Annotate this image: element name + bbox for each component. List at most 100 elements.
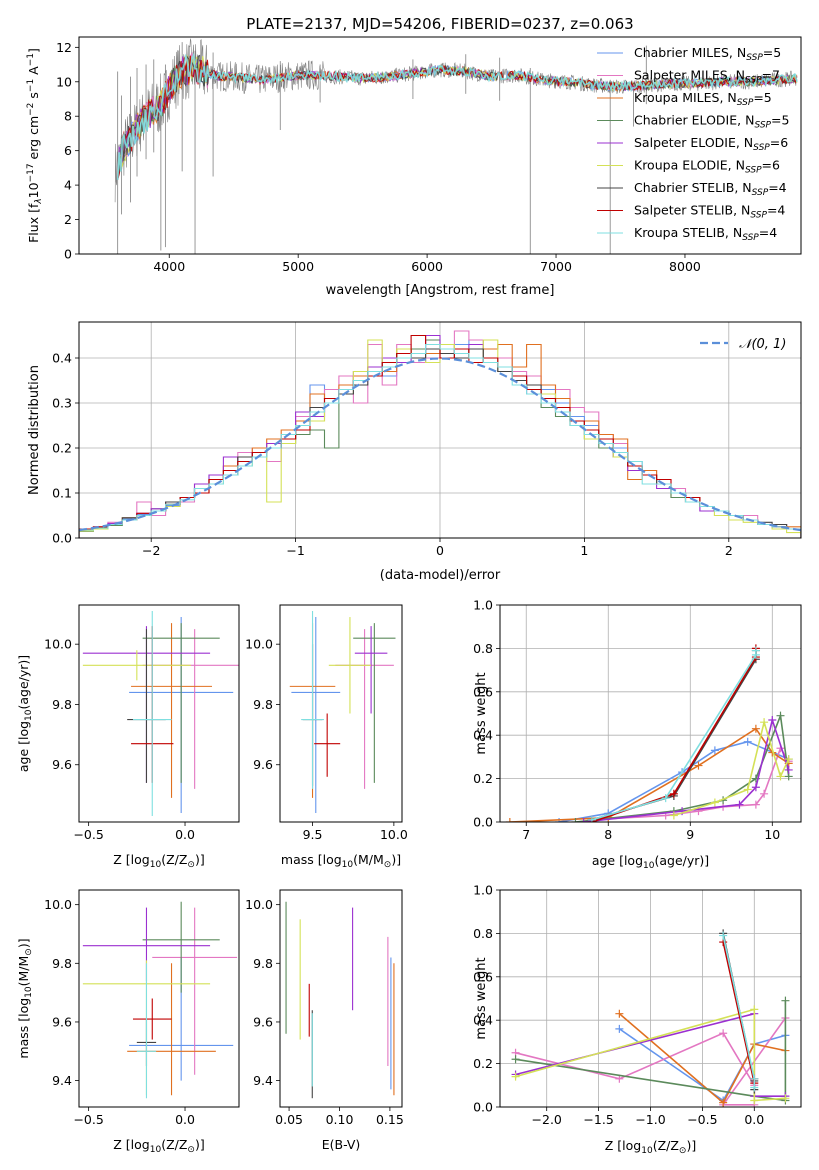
mass-weight-point	[750, 1074, 759, 1083]
y-axis-label: Flux [fλ​10−17​ erg cm−2​ s−1​ A−1​]	[26, 48, 44, 243]
legend-entry: 𝒩(0, 1)	[739, 337, 786, 352]
mass-weight-point	[751, 800, 760, 809]
figure-title: PLATE=2137, MJD=54206, FIBERID=0237, z=0…	[246, 15, 633, 33]
label-part: (age/yr)]	[16, 655, 31, 710]
label-part: =4	[759, 225, 777, 240]
y-tick-label: 9.4	[253, 1073, 273, 1088]
mass-vs-EBV-panel: 0.05 0.10 0.15 9.4 9.6 9.8 10.0 E(B-V)	[245, 889, 404, 1152]
y-tick-label: 9.8	[253, 956, 273, 971]
legend-entry: Chabrier STELIB, NSSP​=4	[634, 180, 787, 198]
legend-entry: Salpeter STELIB, NSSP​=4	[634, 203, 785, 221]
normal-distribution-curve	[79, 357, 801, 532]
label-part: Z [log	[113, 852, 149, 867]
y-tick-label: 0.6	[473, 684, 493, 699]
x-axis-label: Z [log10​(Z/Z⊙​)]	[113, 852, 204, 870]
mass-weight-point	[751, 724, 760, 733]
mass-weight-point	[505, 818, 514, 822]
y-axis-label: age [log10​(age/yr)]	[16, 655, 34, 772]
mass-weight-point	[743, 737, 752, 746]
mass-weight-point	[751, 783, 760, 792]
label-part: )]	[195, 1137, 205, 1152]
x-tick-label: 0.0	[744, 1112, 764, 1127]
label-part: )]	[195, 852, 205, 867]
y-tick-label: 0.2	[52, 441, 72, 456]
mass-weight-point	[710, 798, 719, 807]
label-part: wavelength [Angstrom, rest frame]	[326, 283, 555, 298]
errorbar-area	[285, 901, 395, 1099]
mass-weight-point	[760, 718, 769, 727]
x-tick-label: −2.0	[532, 1112, 562, 1127]
label-part: Chabrier MILES, N	[634, 45, 746, 60]
y-tick-label: 0.4	[473, 1013, 493, 1028]
y-tick-label: 10.0	[44, 897, 72, 912]
errorbar-area	[82, 611, 239, 816]
label-part: SSP	[745, 166, 762, 176]
y-axis-label: mass weight	[474, 672, 489, 754]
mass-weight-point	[750, 1083, 759, 1092]
x-tick-label: 10	[764, 827, 780, 842]
mass-weight-point	[784, 755, 793, 764]
x-axis-label: E(B-V)	[322, 1137, 361, 1152]
label-part: SSP	[750, 211, 767, 221]
mass-weight-point	[750, 1005, 759, 1014]
x-tick-label: 5000	[282, 259, 314, 274]
mass-weight-point	[750, 1096, 759, 1105]
axes-frame	[499, 604, 802, 823]
label-part: )]	[391, 852, 401, 867]
mass-weight-line	[618, 1013, 786, 1104]
label-part: SSP	[737, 98, 754, 108]
legend-entry: Kroupa MILES, NSSP​=5	[634, 90, 772, 108]
axes-frame	[279, 889, 403, 1108]
y-tick-label: 9.6	[253, 757, 273, 772]
mass-weight-point	[735, 800, 744, 809]
x-tick-label: 0.0	[175, 1112, 195, 1127]
y-tick-label: 8	[64, 109, 72, 124]
y-tick-label: 0.4	[52, 351, 72, 366]
label-part: age [log	[16, 721, 31, 772]
label-part: Salpeter ELODIE, N	[634, 135, 753, 150]
y-axis-label: Normed distribution	[27, 365, 42, 495]
label-part: ]	[26, 48, 41, 53]
axes-frame	[78, 36, 802, 255]
label-part: A	[26, 66, 41, 79]
x-tick-label: 9.5	[303, 827, 323, 842]
mass-weight-point	[579, 818, 588, 822]
errorbar-area	[82, 901, 238, 1099]
axes-frame	[499, 889, 802, 1108]
axes-frame	[78, 889, 240, 1108]
errorbar-area	[289, 611, 396, 813]
x-axis-label: (data-model)/error	[380, 568, 501, 583]
x-tick-label: 0.10	[326, 1112, 354, 1127]
y-tick-label: 0.3	[52, 396, 72, 411]
x-tick-label: −1	[286, 543, 304, 558]
label-part: =5	[753, 90, 771, 105]
y-tick-label: 0.1	[52, 486, 72, 501]
label-part: =5	[763, 45, 781, 60]
legend-entry: Chabrier MILES, NSSP​=5	[634, 45, 781, 63]
residuals-panel: −2 −1 0 1 2 0.0 0.1 0.2 0.3 0.4 𝒩(0, 1) (data-model…	[27, 321, 802, 583]
y-tick-label: 0.0	[473, 1100, 493, 1115]
label-part: erg cm	[26, 116, 41, 164]
x-tick-label: −0.5	[687, 1112, 717, 1127]
mass-weight-point	[511, 1072, 520, 1081]
label-part: SSP	[745, 76, 762, 86]
y-tick-label: 10.0	[44, 637, 72, 652]
model-fit-line	[117, 55, 798, 181]
mass-weight-line	[558, 740, 790, 822]
massweight-vs-Z-panel: −2.0 −1.5 −1.0 −0.5 0.0 0.0 0.2 0.4 0.6 0.8 1.0 Z […	[473, 883, 802, 1156]
x-tick-label: 9	[686, 827, 694, 842]
mass-weight-line	[515, 1008, 786, 1102]
y-tick-label: 0.6	[473, 969, 493, 984]
y-tick-label: 9.6	[52, 757, 72, 772]
y-tick-label: 0.0	[52, 531, 72, 546]
label-part: Z [log	[605, 1138, 641, 1153]
label-part: −1	[26, 53, 36, 66]
legend-entry: Kroupa ELODIE, NSSP​=6	[634, 158, 780, 176]
x-tick-label: 7000	[540, 259, 572, 274]
label-part: −2	[26, 103, 36, 116]
y-tick-label: 9.6	[52, 1014, 72, 1029]
model-fit-line	[117, 54, 798, 180]
label-part: Chabrier STELIB, N	[634, 180, 752, 195]
mass-weight-point	[760, 789, 769, 798]
histogram-area	[79, 330, 801, 538]
